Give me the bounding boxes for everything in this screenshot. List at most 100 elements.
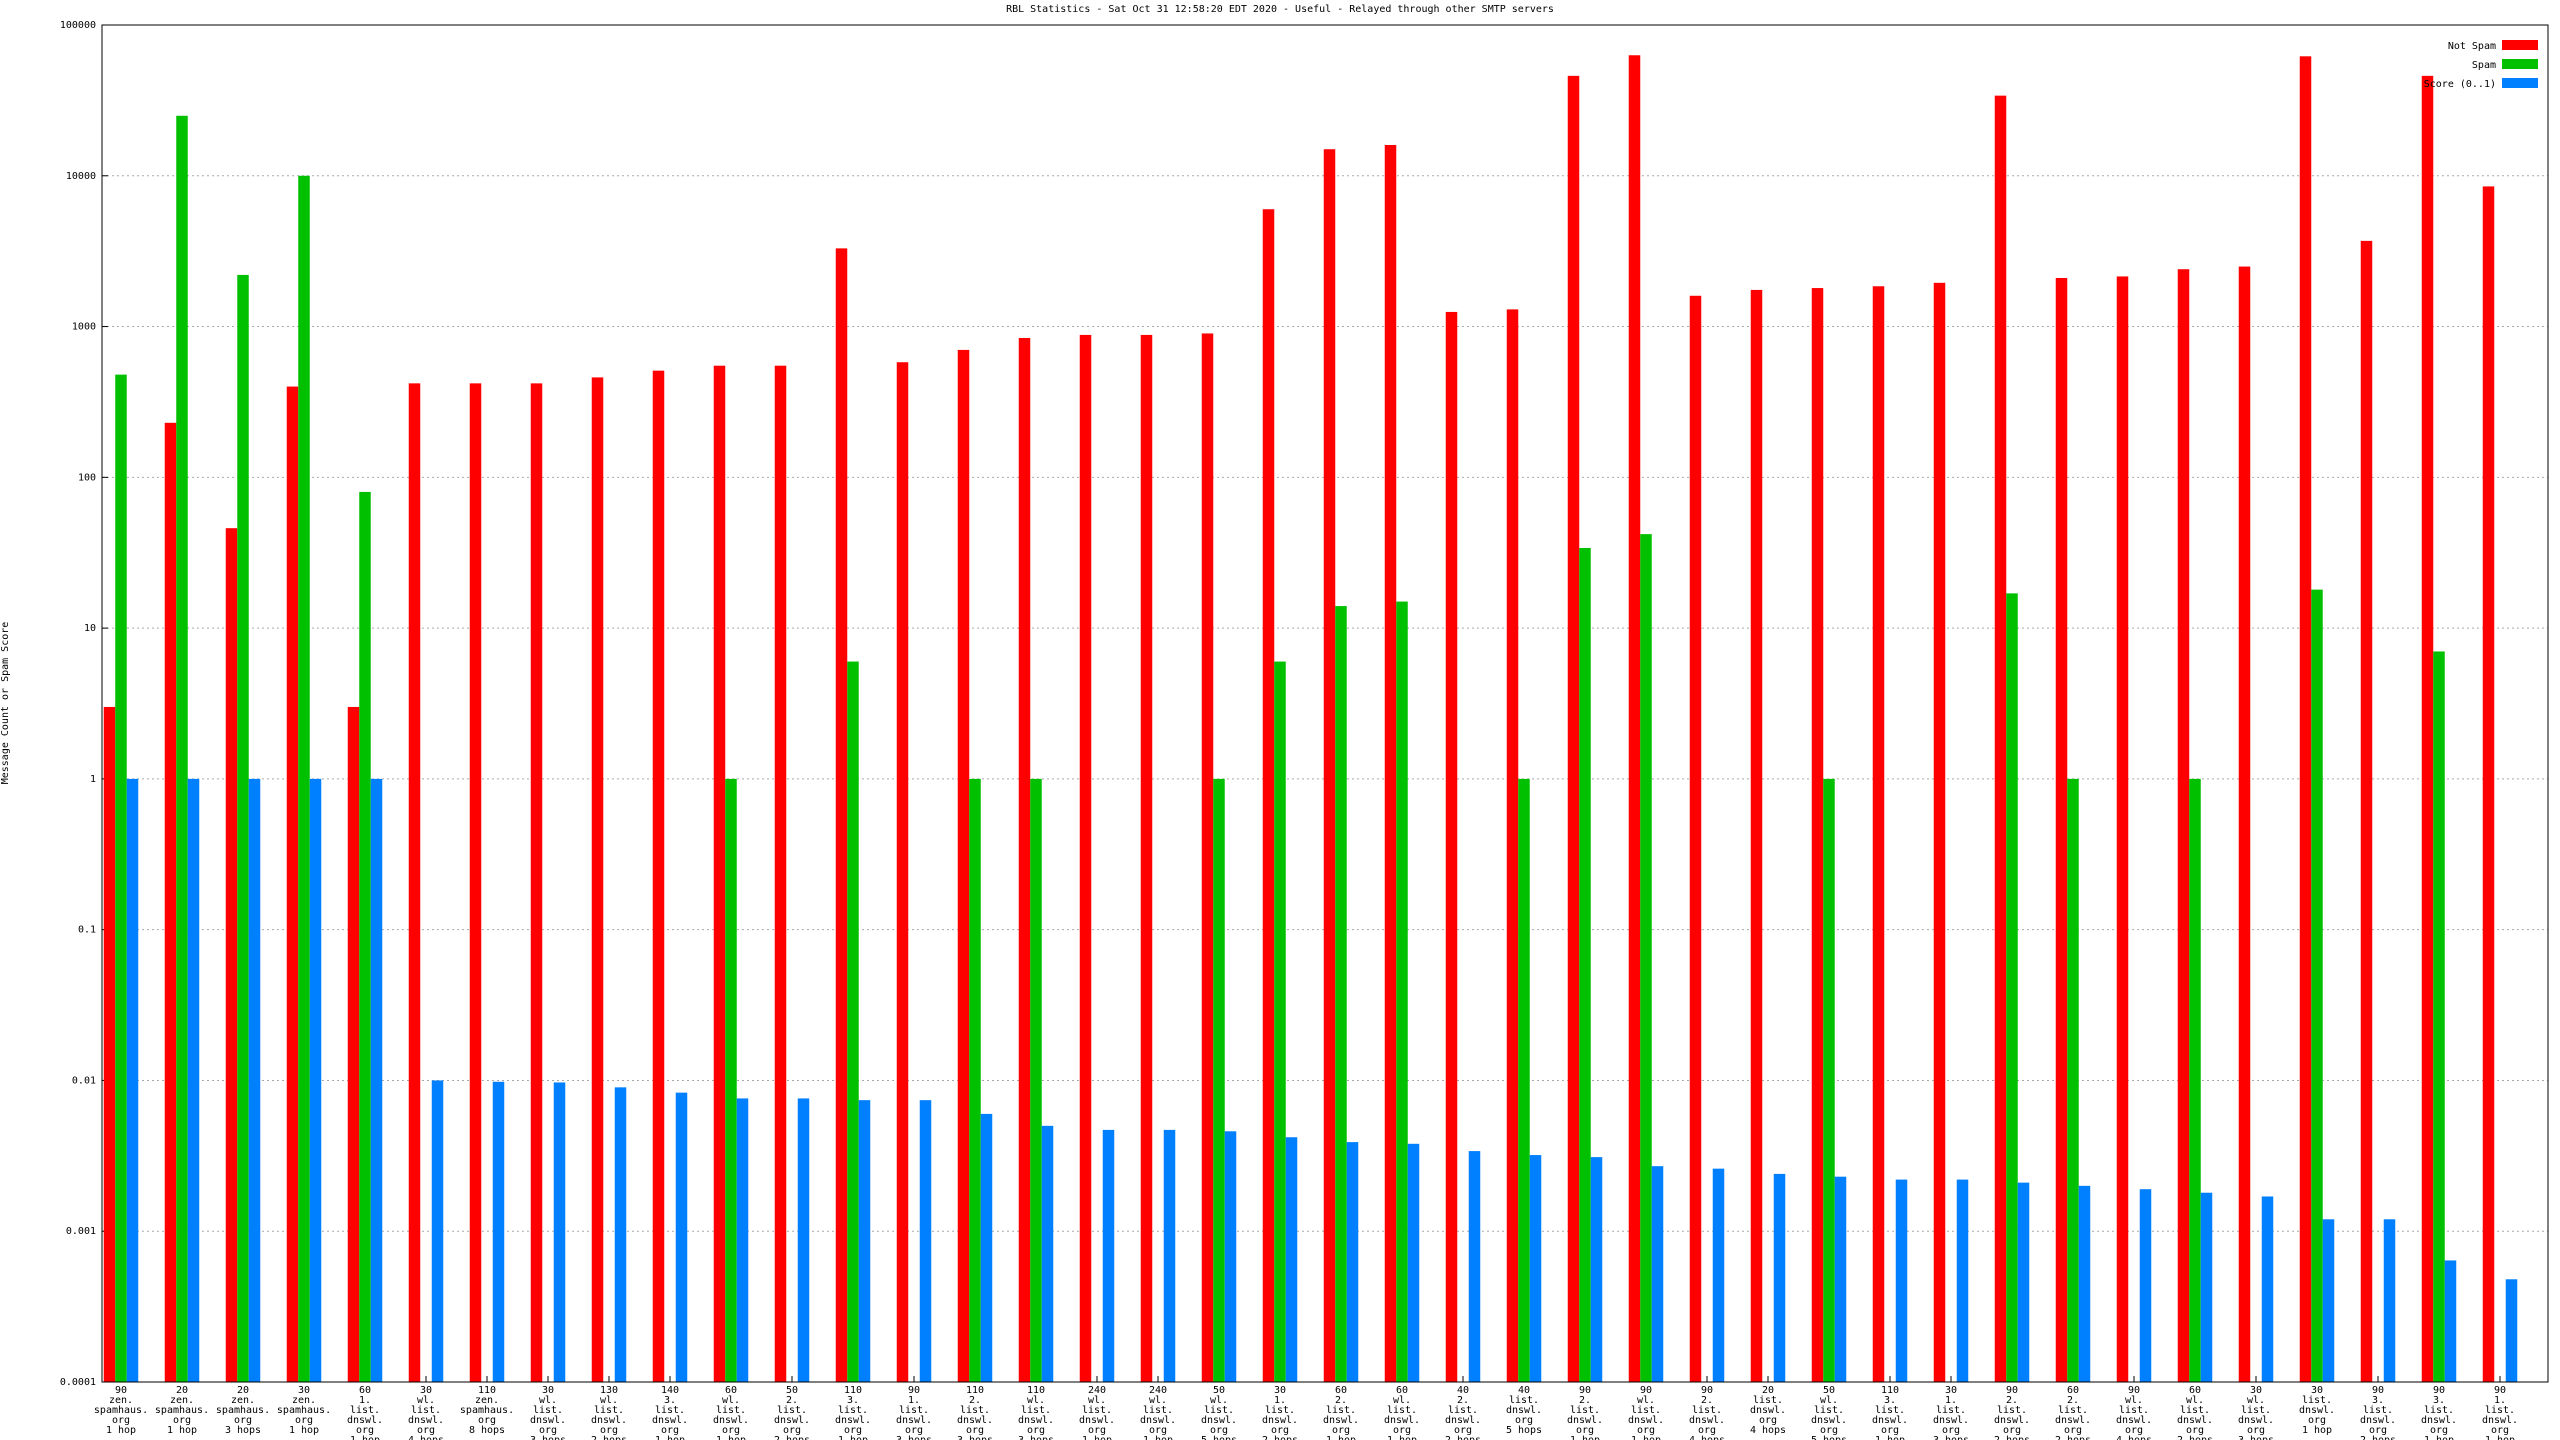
x-tick-label-line: list. xyxy=(1936,1405,1966,1416)
bar xyxy=(1834,1176,1847,1382)
bar xyxy=(1396,601,1408,1382)
x-tick-label-line: list. xyxy=(350,1405,380,1416)
bar xyxy=(1811,288,1824,1382)
x-tick-label-line: list. xyxy=(2363,1405,2393,1416)
x-tick-label-line: org xyxy=(2186,1425,2204,1436)
bar xyxy=(2299,56,2312,1382)
x-tick-label-line: list. xyxy=(1631,1405,1661,1416)
x-tick-label-line: org xyxy=(478,1415,496,1426)
bar xyxy=(1018,337,1031,1383)
x-tick-label-line: dnswl. xyxy=(1628,1415,1664,1426)
x-tick-label-line: dnswl. xyxy=(2421,1415,2457,1426)
x-tick-label-line: 5 hops xyxy=(1811,1435,1847,1440)
x-tick-label-line: org xyxy=(966,1425,984,1436)
bar xyxy=(164,422,177,1382)
x-tick-label-line: list. xyxy=(533,1405,563,1416)
x-tick-label-line: list. xyxy=(1692,1405,1722,1416)
x-tick-label-line: wl. xyxy=(1637,1395,1655,1406)
x-tick-label-line: 30 xyxy=(1945,1385,1957,1396)
bar xyxy=(980,1113,993,1382)
x-tick-label-line: 3. xyxy=(2433,1395,2445,1406)
x-tick-label-line: spamhaus. xyxy=(216,1405,270,1416)
bar xyxy=(2482,186,2495,1383)
bar xyxy=(614,1087,627,1382)
x-tick-label-line: 30 xyxy=(2311,1385,2323,1396)
x-tick-label-line: org xyxy=(1027,1425,1045,1436)
x-tick-label-line: list. xyxy=(411,1405,441,1416)
bar xyxy=(1213,778,1225,1382)
x-tick-label-line: 2 hops xyxy=(2055,1435,2091,1440)
bar xyxy=(774,365,787,1382)
x-tick-label-line: 110 xyxy=(1881,1385,1899,1396)
x-tick-label-line: 40 xyxy=(1518,1385,1530,1396)
y-tick-label: 100000 xyxy=(60,20,96,31)
x-tick-label-line: zen. xyxy=(292,1395,316,1406)
x-tick-label-line: 1 hop xyxy=(167,1425,197,1436)
x-tick-label-line: 3. xyxy=(1884,1395,1896,1406)
x-tick-label-line: 2 hops xyxy=(591,1435,627,1440)
bar xyxy=(1335,606,1347,1382)
x-tick-label-line: 2 hops xyxy=(1445,1435,1481,1440)
x-tick-label-line: list. xyxy=(899,1405,929,1416)
bar xyxy=(1712,1168,1725,1382)
x-tick-label-line: org xyxy=(1576,1425,1594,1436)
x-tick-label-line: 240 xyxy=(1088,1385,1106,1396)
bar xyxy=(1079,334,1092,1383)
y-tick-label: 1000 xyxy=(72,322,96,333)
bar xyxy=(1041,1125,1054,1382)
x-tick-label-line: list. xyxy=(2302,1395,2332,1406)
x-tick-label-line: wl. xyxy=(1027,1395,1045,1406)
x-tick-label: 30 zen. spamhaus. org 1 hop xyxy=(277,1385,331,1436)
bar xyxy=(187,778,200,1382)
bar xyxy=(1994,95,2007,1382)
x-tick-label-line: org xyxy=(905,1425,923,1436)
x-tick-label-line: 50 xyxy=(786,1385,798,1396)
x-tick-label-line: 2 hops xyxy=(2177,1435,2213,1440)
x-tick-label-line: wl. xyxy=(417,1395,435,1406)
x-tick-label-line: dnswl. xyxy=(1201,1415,1237,1426)
x-tick-label-line: dnswl. xyxy=(1079,1415,1115,1426)
x-tick-label-line: 60 xyxy=(359,1385,371,1396)
bar xyxy=(713,365,726,1382)
x-tick-label-line: 2. xyxy=(2067,1395,2079,1406)
x-tick-label-line: 30 xyxy=(2250,1385,2262,1396)
y-tick-label: 0.01 xyxy=(72,1075,96,1086)
x-tick-label-line: dnswl. xyxy=(713,1415,749,1426)
y-tick-label: 0.1 xyxy=(78,925,96,936)
x-tick-label-line: 240 xyxy=(1149,1385,1167,1396)
x-tick-label-line: wl. xyxy=(539,1395,557,1406)
bar xyxy=(1323,149,1336,1382)
bar xyxy=(1346,1142,1359,1382)
x-tick-label-line: 8 hops xyxy=(469,1425,505,1436)
x-tick-label-line: org xyxy=(2003,1425,2021,1436)
x-tick-label-line: org xyxy=(722,1425,740,1436)
x-tick-label-line: org xyxy=(1393,1425,1411,1436)
x-tick-label-line: dnswl. xyxy=(774,1415,810,1426)
x-tick-label-line: dnswl. xyxy=(1750,1405,1786,1416)
x-tick-label-line: dnswl. xyxy=(1689,1415,1725,1426)
x-tick-label-line: 1 hop xyxy=(2302,1425,2332,1436)
x-tick-label-line: org xyxy=(1454,1425,1472,1436)
bar xyxy=(2055,277,2068,1382)
x-tick-label-line: wl. xyxy=(2186,1395,2204,1406)
x-tick-label-line: 110 xyxy=(478,1385,496,1396)
bar xyxy=(469,383,482,1382)
x-tick-label-line: wl. xyxy=(1149,1395,1167,1406)
x-tick-label-line: list. xyxy=(655,1405,685,1416)
bar xyxy=(1224,1131,1237,1382)
x-tick-label-line: 1 hop xyxy=(1082,1435,1112,1440)
bar xyxy=(2444,1260,2457,1382)
bar xyxy=(2116,276,2129,1383)
x-tick-label-line: dnswl. xyxy=(2482,1415,2518,1426)
x-tick-label-line: list. xyxy=(1387,1405,1417,1416)
bar xyxy=(2238,266,2251,1382)
x-tick-label-line: 1 hop xyxy=(106,1425,136,1436)
